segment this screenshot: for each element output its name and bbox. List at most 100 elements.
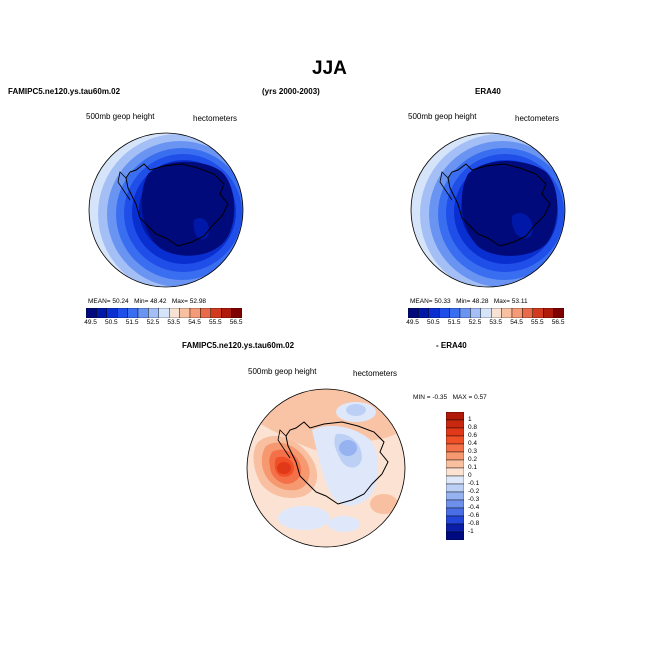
colorbar-swatch [446, 427, 464, 437]
colorbar-swatch [96, 308, 107, 318]
reference-colorbar [408, 308, 564, 318]
colorbar-swatch [446, 523, 464, 533]
colorbar-tick-label: 55.5 [209, 319, 222, 326]
reference-mean: 50.33 [434, 298, 451, 305]
reference-max: 53.11 [511, 298, 528, 305]
model-mean: 50.24 [112, 298, 129, 305]
colorbar-swatch [168, 308, 180, 318]
colorbar-tick-label: 50.5 [105, 319, 118, 326]
colorbar-tick-label: 52.5 [468, 319, 482, 326]
ref-label: ERA40 [475, 87, 501, 96]
colorbar-tick-label: -0.4 [468, 504, 480, 511]
colorbar-swatch [446, 419, 464, 429]
model-colorbar-labels: 49.5 50.5 51.5 52.5 53.5 54.5 55.5 56.5 [84, 319, 243, 329]
colorbar-swatch [158, 308, 170, 318]
diff-plot-title: 500mb geop height [248, 367, 317, 376]
diff-case-label: FAMIPC5.ne120.ys.tau60m.02 [182, 341, 295, 350]
difference-colorbar-labels: 1 0.8 0.6 0.4 0.3 0.2 0.1 0 -0.1 -0.2 -0.3 -0.4 -0.6… [468, 412, 498, 540]
reference-map [410, 132, 566, 288]
colorbar-swatch [511, 308, 523, 318]
reference-min: 48.28 [472, 298, 489, 305]
reference-colorbar-labels: 49.5 50.5 51.5 52.5 53.5 54.5 55.5 56.5 [406, 319, 565, 329]
model-coastline [125, 163, 229, 247]
case-label: FAMIPC5.ne120.ys.tau60m.02 [8, 87, 121, 96]
colorbar-swatch [501, 308, 513, 318]
colorbar-tick-label: -0.1 [468, 480, 480, 487]
colorbar-swatch [137, 308, 149, 318]
colorbar-swatch [86, 308, 97, 318]
difference-min: -0.35 [432, 394, 448, 401]
model-stats: MEAN= 50.24 Min= 48.42 Max= 52.98 [88, 298, 207, 305]
colorbar-tick-label: 52.5 [146, 319, 160, 326]
model-colorbar [86, 308, 242, 318]
colorbar-swatch [231, 308, 242, 318]
colorbar-tick-label: 54.5 [510, 319, 523, 326]
colorbar-swatch [179, 308, 191, 318]
colorbar-swatch [418, 308, 429, 318]
colorbar-swatch [189, 308, 201, 318]
colorbar-swatch [210, 308, 222, 318]
colorbar-tick-label: -0.8 [468, 520, 480, 527]
colorbar-tick-label: 0.1 [468, 464, 478, 471]
colorbar-swatch [459, 308, 471, 318]
colorbar-swatch [446, 475, 464, 485]
colorbar-tick-label: 0.6 [468, 432, 478, 439]
colorbar-tick-label: 1 [468, 416, 472, 423]
colorbar-swatch [148, 308, 160, 318]
colorbar-tick-label: -0.3 [468, 496, 480, 503]
colorbar-swatch [446, 412, 464, 421]
ref-units: hectometers [515, 114, 560, 123]
colorbar-swatch [117, 308, 128, 318]
colorbar-swatch [446, 435, 464, 445]
reference-coastline [447, 163, 551, 247]
colorbar-swatch [446, 507, 464, 517]
colorbar-tick-label: 51.5 [125, 319, 139, 326]
colorbar-swatch [127, 308, 139, 318]
colorbar-tick-label: 55.5 [531, 319, 544, 326]
model-units: hectometers [193, 114, 238, 123]
colorbar-swatch [480, 308, 492, 318]
colorbar-tick-label: 53.5 [489, 319, 503, 326]
model-max: 52.98 [189, 298, 207, 305]
colorbar-swatch [220, 308, 232, 318]
difference-map [246, 388, 406, 548]
colorbar-swatch [446, 531, 464, 540]
colorbar-swatch [446, 443, 464, 453]
model-min: 48.42 [150, 298, 167, 305]
ref-plot-title: 500mb geop height [408, 112, 477, 121]
colorbar-swatch [446, 451, 464, 461]
colorbar-tick-label: 0.4 [468, 440, 478, 447]
model-map [88, 132, 244, 288]
colorbar-tick-label: 0 [468, 472, 472, 479]
model-plot-title: 500mb geop height [86, 112, 155, 121]
colorbar-tick-label: 51.5 [447, 319, 461, 326]
page-title: JJA [312, 58, 347, 79]
reference-stats: MEAN= 50.33 Min= 48.28 Max= 53.11 [410, 298, 528, 305]
colorbar-swatch [446, 499, 464, 509]
colorbar-swatch [470, 308, 482, 318]
colorbar-tick-label: 56.5 [551, 319, 565, 326]
difference-max: 0.57 [474, 394, 487, 401]
colorbar-tick-label: 0.8 [468, 424, 478, 431]
diff-units: hectometers [353, 369, 398, 378]
difference-coastline [285, 421, 389, 505]
colorbar-tick-label: 0.3 [468, 448, 478, 455]
colorbar-tick-label: 56.5 [229, 319, 243, 326]
years-label: (yrs 2000-2003) [262, 87, 320, 96]
colorbar-swatch [408, 308, 419, 318]
colorbar-tick-label: 53.5 [167, 319, 181, 326]
colorbar-swatch [449, 308, 461, 318]
colorbar-tick-label: 0.2 [468, 456, 478, 463]
colorbar-tick-label: 49.5 [84, 319, 97, 326]
colorbar-swatch [553, 308, 564, 318]
colorbar-swatch [439, 308, 450, 318]
difference-colorbar [446, 412, 464, 540]
colorbar-swatch [490, 308, 502, 318]
colorbar-swatch [446, 491, 464, 501]
colorbar-swatch [446, 467, 464, 477]
colorbar-swatch [106, 308, 118, 318]
colorbar-tick-label: 50.5 [427, 319, 440, 326]
colorbar-swatch [542, 308, 554, 318]
colorbar-tick-label: -1 [468, 528, 474, 535]
colorbar-swatch [522, 308, 534, 318]
